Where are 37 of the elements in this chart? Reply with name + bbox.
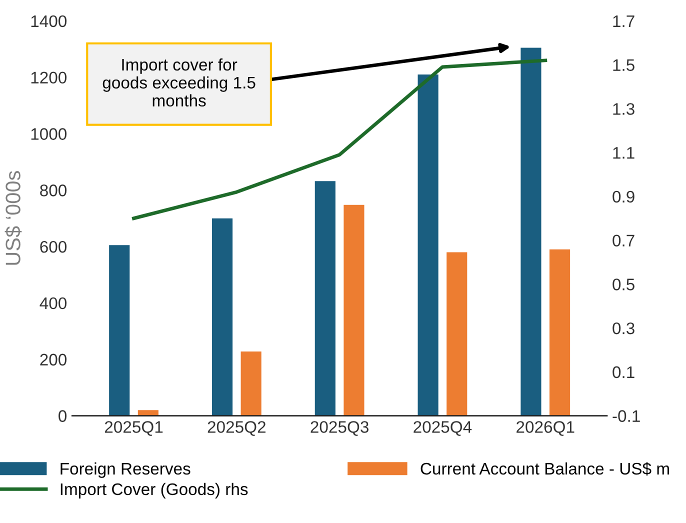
y2-tick-label: 1.3 [613, 103, 634, 115]
y-tick-label: 600 [40, 240, 67, 253]
bar [314, 181, 336, 416]
y-tick-label: 1000 [31, 128, 67, 140]
legend-label: Import Cover (Goods) rhs [60, 482, 248, 498]
x-tick-label: 2025Q2 [208, 421, 266, 436]
y2-tick-label: 1.1 [613, 147, 634, 159]
y2-tick-label: 0.5 [612, 278, 634, 290]
y-axis-title: US$ ‘000s [4, 171, 22, 265]
y2-tick-label: 1.7 [613, 15, 634, 27]
y2-tick-label: 0.1 [612, 366, 634, 378]
bar [212, 218, 233, 416]
y2-tick-label: 0.3 [612, 322, 634, 334]
y-tick-label: 0 [58, 410, 67, 422]
legend-label: Current Account Balance - US$ m [420, 462, 669, 476]
x-tick-label: 2025Q4 [414, 421, 472, 436]
y-tick-label: 1200 [31, 72, 67, 84]
legend-label: Foreign Reserves [60, 462, 190, 478]
x-tick-label: 2025Q1 [104, 421, 163, 436]
x-tick-label: 2025Q3 [310, 421, 368, 436]
bar [549, 249, 570, 416]
y2-tick-label: 0.7 [612, 234, 634, 246]
bar [418, 74, 438, 416]
y-tick-label: 400 [40, 297, 67, 310]
y2-tick-label: -0.1 [612, 410, 640, 422]
bar [344, 204, 364, 416]
annotation: Import cover for goods exceeding 1.5 months [102, 58, 256, 107]
y-tick-label: 800 [40, 184, 67, 196]
bar [109, 245, 130, 416]
bar [520, 48, 542, 416]
y2-tick-label: 1.5 [613, 59, 634, 71]
x-tick-label: 2026Q1 [516, 421, 574, 436]
bar [240, 351, 262, 416]
y-tick-label: 200 [40, 354, 67, 366]
y2-tick-label: 0.9 [612, 190, 634, 203]
y-tick-label: 1400 [31, 15, 67, 28]
bar [446, 252, 468, 416]
